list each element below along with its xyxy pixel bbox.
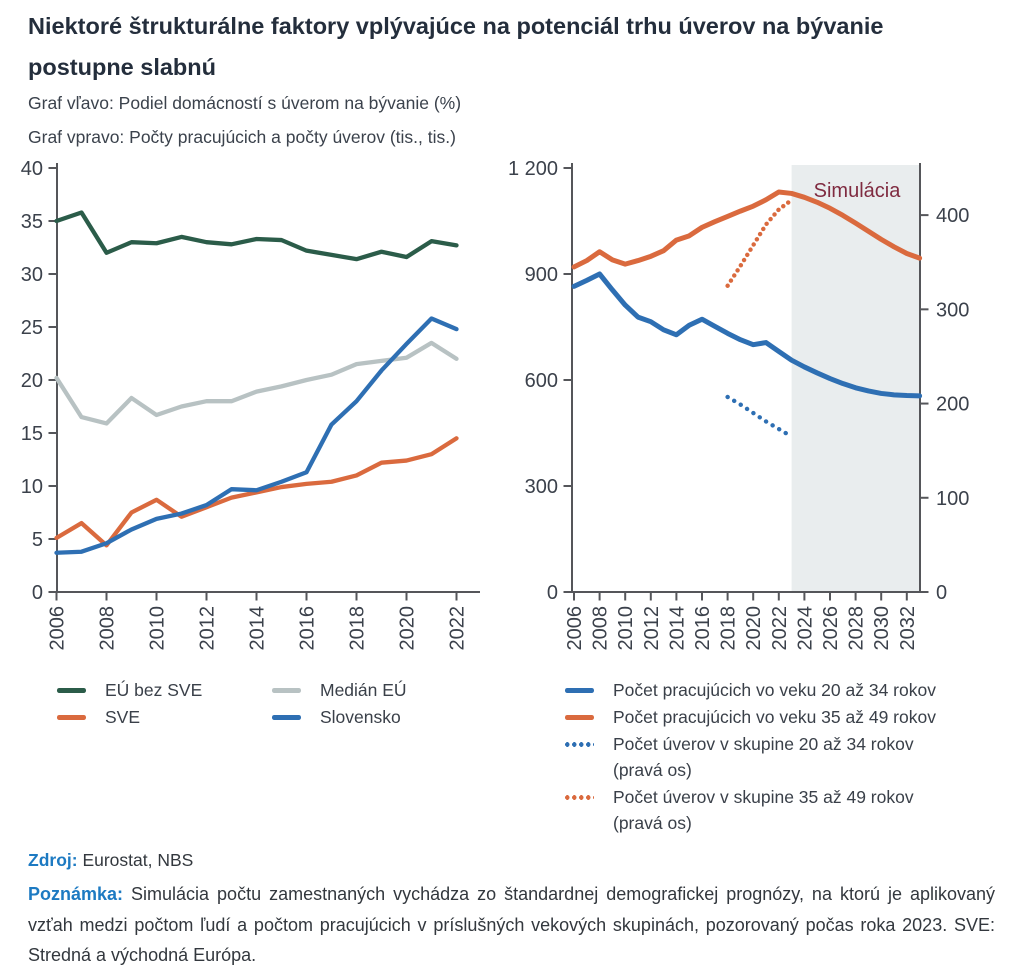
x-tick-label: 2024 [794,606,816,651]
legend-item: Počet pracujúcich vo veku 35 až 49 rokov [565,704,936,730]
x-tick-label: 2020 [743,606,765,651]
left-series-green [54,210,459,262]
y-tick-right-label: 0 [936,582,947,604]
left-series-blue [54,316,459,555]
y-tick-right-label: 200 [936,394,969,416]
right-series-dotted-blue [725,394,794,439]
legend-item: Počet úverov v skupine 20 až 34 rokov (pr… [565,731,936,783]
x-tick-label: 2022 [769,606,791,651]
y-tick-right-label: 400 [936,205,969,227]
x-tick-label: 2008 [590,606,612,651]
x-tick-label: 2030 [871,606,893,651]
x-tick-label: 2010 [615,606,637,651]
x-tick-label: 2016 [692,606,714,651]
note-text: Simulácia počtu zamestnaných vychádza zo… [28,884,995,965]
x-tick-label: 2006 [47,606,69,651]
x-tick-label: 2026 [820,606,842,651]
x-tick-label: 2012 [197,606,219,651]
legend-sublabel: (pravá os) [613,760,692,780]
x-tick-label: 2018 [718,606,740,651]
y-tick-label: 20 [21,370,43,392]
x-tick-label: 2006 [564,606,586,651]
y-tick-right-label: 100 [936,488,969,510]
x-tick-label: 2008 [97,606,119,651]
legend-item: Medián EÚ [272,677,487,703]
y-tick-left-label: 600 [525,370,558,392]
legend-sublabel: (pravá os) [613,813,692,833]
legend-label: SVE [105,707,141,727]
y-tick-label: 30 [21,264,43,286]
legend-item: EÚ bez SVE [57,677,272,703]
left-chart-caption: Graf vľavo: Podiel domácností s úverom n… [28,93,462,113]
x-tick-label: 2028 [846,606,868,651]
page-title: Niektoré štrukturálne faktory vplývajúce… [28,13,884,80]
legend-key-solid-green-icon [57,688,86,693]
right-chart: 0 300 600 900 1 200 0 100 200 300 400 2006 2008 2010… [508,158,969,651]
x-tick-label: 2012 [641,606,663,651]
right-series-solid-blue [571,271,923,399]
note-paragraph: Poznámka: Simulácia počtu zamestnaných v… [28,879,995,971]
y-tick-label: 10 [21,476,43,498]
legend-key-solid-blue-icon [272,715,301,720]
left-chart-legend: EÚ bez SVE SVE Medián EÚ Slovensko [57,677,487,731]
y-tick-label: 40 [21,158,43,180]
legend-label: Slovensko [320,707,401,727]
legend-key-solid-blue-icon [565,688,594,693]
y-tick-label: 25 [21,317,43,339]
y-tick-left-label: 0 [547,582,558,604]
right-series-dotted-orange [725,197,794,288]
legend-key-solid-orange-icon [57,715,86,720]
legend-item: Počet úverov v skupine 35 až 49 rokov (pr… [565,784,936,836]
legend-key-solid-orange-icon [565,715,594,720]
y-tick-label: 5 [32,529,43,551]
right-series-solid-orange [571,189,923,270]
legend-item: SVE [57,704,272,730]
legend-label: Medián EÚ [320,680,407,700]
y-tick-label: 35 [21,211,43,233]
legend-label: Počet pracujúcich vo veku 20 až 34 rokov [613,680,936,700]
note-label: Poznámka: [28,884,124,904]
y-tick-right-label: 300 [936,299,969,321]
x-tick-label: 2016 [297,606,319,651]
right-chart-legend: Počet pracujúcich vo veku 20 až 34 rokov… [565,677,936,837]
legend-label: Počet úverov v skupine 20 až 34 rokov [613,734,914,754]
y-tick-label: 0 [32,582,43,604]
x-tick-label: 2014 [666,606,688,651]
y-tick-left-label: 300 [525,476,558,498]
simulation-region [791,165,920,592]
legend-label: EÚ bez SVE [105,680,203,700]
x-tick-label: 2018 [347,606,369,651]
legend-item: Slovensko [272,704,487,730]
legend-label: Počet pracujúcich vo veku 35 až 49 rokov [613,707,936,727]
y-tick-left-label: 1 200 [508,158,558,180]
legend-label: Počet úverov v skupine 35 až 49 rokov [613,787,914,807]
simulation-label: Simulácia [814,180,902,202]
source-text: Eurostat, NBS [82,850,194,870]
x-tick-label: 2010 [147,606,169,651]
legend-item: Počet pracujúcich vo veku 20 až 34 rokov [565,677,936,703]
x-tick-label: 2032 [897,606,919,651]
left-chart: 0 5 10 15 20 25 30 35 40 2006 2008 2010 2012 2014 2016… [21,158,480,651]
legend-key-dotted-blue-icon [565,742,594,747]
legend-key-dotted-orange-icon [565,795,594,800]
legend-key-solid-gray-icon [272,688,301,693]
right-chart-caption: Graf vpravo: Počty pracujúcich a počty ú… [28,127,456,147]
source-label: Zdroj: [28,850,78,870]
x-tick-label: 2014 [247,606,269,651]
x-tick-label: 2020 [397,606,419,651]
y-tick-label: 15 [21,423,43,445]
x-tick-label: 2022 [447,606,469,651]
source-line: Zdroj: Eurostat, NBS [28,850,193,871]
y-tick-left-label: 900 [525,264,558,286]
